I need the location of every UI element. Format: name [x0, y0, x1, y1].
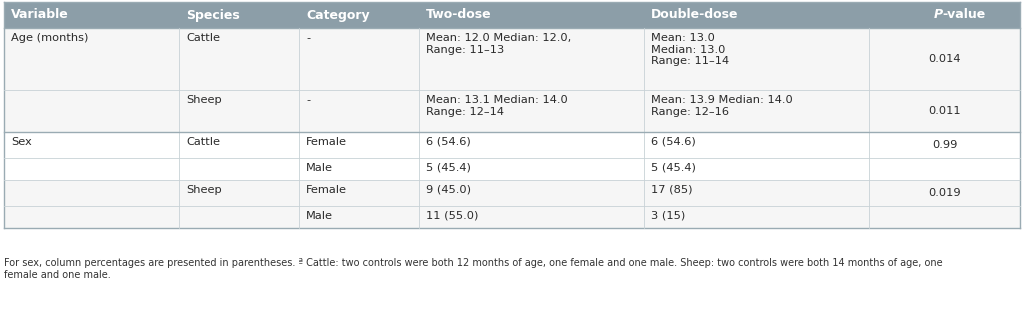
Text: 17 (85): 17 (85) — [651, 185, 692, 195]
Text: 6 (54.6): 6 (54.6) — [426, 137, 471, 147]
Text: 0.014: 0.014 — [928, 54, 961, 64]
Text: Sheep: Sheep — [186, 95, 222, 105]
Bar — [299, 90, 419, 132]
Text: 9 (45.0): 9 (45.0) — [426, 185, 471, 195]
Text: Sheep: Sheep — [186, 185, 222, 195]
Bar — [4, 28, 179, 90]
Bar — [869, 90, 1020, 132]
Text: 6 (54.6): 6 (54.6) — [651, 137, 695, 147]
Text: -value: -value — [942, 9, 986, 21]
Text: Male: Male — [306, 211, 333, 221]
Text: 3 (15): 3 (15) — [651, 211, 685, 221]
Bar — [419, 90, 644, 132]
Text: 0.011: 0.011 — [928, 106, 961, 116]
Bar — [644, 206, 869, 228]
Text: 5 (45.4): 5 (45.4) — [651, 163, 696, 173]
Text: Mean: 13.0
Median: 13.0
Range: 11–14: Mean: 13.0 Median: 13.0 Range: 11–14 — [651, 33, 729, 66]
Bar — [419, 206, 644, 228]
Bar — [869, 180, 1020, 206]
Bar — [179, 180, 299, 206]
Bar — [419, 158, 644, 180]
Bar — [4, 90, 179, 132]
Text: Mean: 13.1 Median: 14.0
Range: 12–14: Mean: 13.1 Median: 14.0 Range: 12–14 — [426, 95, 567, 117]
Text: Female: Female — [306, 185, 347, 195]
Bar — [4, 2, 179, 28]
Text: Male: Male — [306, 163, 333, 173]
Text: P: P — [933, 9, 942, 21]
Bar — [179, 132, 299, 158]
Bar — [4, 180, 179, 206]
Bar — [4, 206, 179, 228]
Text: Sex: Sex — [11, 137, 32, 147]
Bar — [179, 158, 299, 180]
Text: For sex, column percentages are presented in parentheses. ª Cattle: two controls: For sex, column percentages are presente… — [4, 258, 943, 279]
Bar — [179, 90, 299, 132]
Text: 0.99: 0.99 — [932, 140, 957, 150]
Bar — [4, 158, 179, 180]
Bar — [179, 206, 299, 228]
Bar — [869, 206, 1020, 228]
Text: Cattle: Cattle — [186, 33, 220, 43]
Text: Cattle: Cattle — [186, 137, 220, 147]
Text: Variable: Variable — [11, 9, 69, 21]
Bar — [179, 28, 299, 90]
Bar — [419, 28, 644, 90]
Bar — [299, 158, 419, 180]
Text: Category: Category — [306, 9, 370, 21]
Text: Age (months): Age (months) — [11, 33, 88, 43]
Text: 11 (55.0): 11 (55.0) — [426, 211, 478, 221]
Bar — [4, 132, 179, 158]
Bar — [644, 158, 869, 180]
Bar — [644, 180, 869, 206]
Bar — [299, 180, 419, 206]
Text: 5 (45.4): 5 (45.4) — [426, 163, 471, 173]
Bar — [419, 180, 644, 206]
Bar — [299, 2, 419, 28]
Bar — [299, 206, 419, 228]
Bar — [644, 2, 869, 28]
Bar — [299, 28, 419, 90]
Text: Mean: 12.0 Median: 12.0,
Range: 11–13: Mean: 12.0 Median: 12.0, Range: 11–13 — [426, 33, 571, 55]
Text: -: - — [306, 95, 310, 105]
Text: Two-dose: Two-dose — [426, 9, 492, 21]
Bar — [419, 2, 644, 28]
Text: Mean: 13.9 Median: 14.0
Range: 12–16: Mean: 13.9 Median: 14.0 Range: 12–16 — [651, 95, 793, 117]
Text: 0.019: 0.019 — [928, 188, 961, 198]
Bar — [644, 132, 869, 158]
Text: Female: Female — [306, 137, 347, 147]
Text: -: - — [306, 33, 310, 43]
Bar — [419, 132, 644, 158]
Bar — [869, 2, 1020, 28]
Bar — [644, 90, 869, 132]
Bar — [869, 28, 1020, 90]
Text: Double-dose: Double-dose — [651, 9, 738, 21]
Text: Species: Species — [186, 9, 240, 21]
Bar — [869, 158, 1020, 180]
Bar — [179, 2, 299, 28]
Bar — [869, 132, 1020, 158]
Bar — [644, 28, 869, 90]
Bar — [299, 132, 419, 158]
